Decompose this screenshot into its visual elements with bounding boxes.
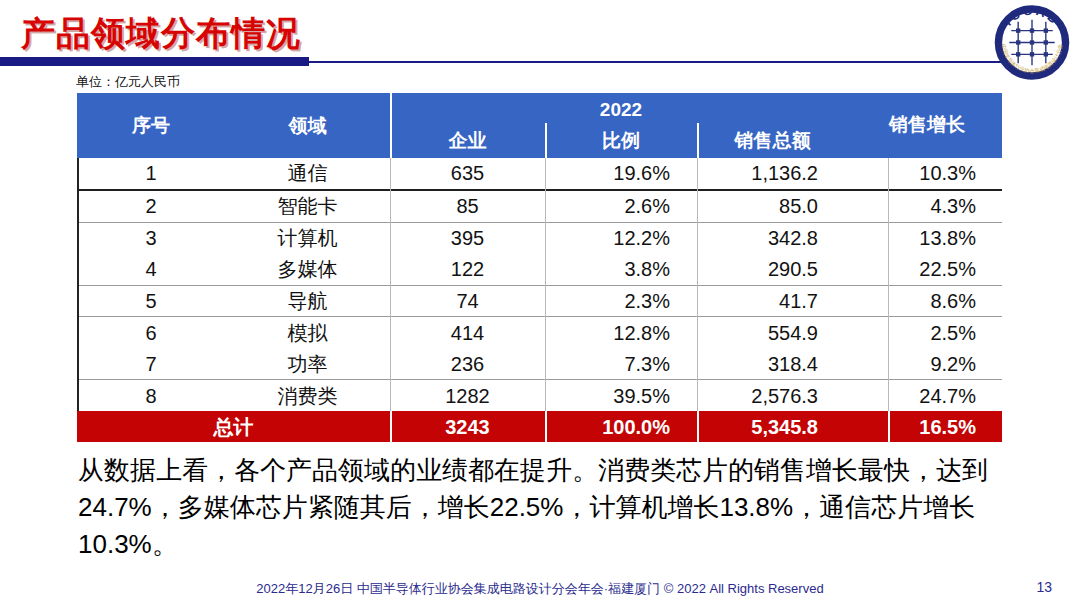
table-row: 8消费类128239.5%2,576.324.7% [77, 380, 1002, 411]
total-share: 100.0% [545, 417, 697, 437]
page-number: 13 [1036, 579, 1052, 595]
cell-growth: 10.3% [888, 163, 1002, 183]
table-left-border [77, 158, 79, 411]
cell-growth: 13.8% [888, 228, 1002, 248]
cell-domain: 模拟 [225, 323, 390, 343]
cell-sales: 318.4 [697, 354, 888, 374]
cell-companies: 236 [390, 354, 545, 374]
table-header: 序号 领域 2022 企业 比例 销售总额 销售增长 [77, 93, 1002, 158]
distribution-table: 序号 领域 2022 企业 比例 销售总额 销售增长 1通信63519.6%1,… [77, 93, 1002, 442]
table-body: 1通信63519.6%1,136.210.3%2智能卡852.6%85.04.3… [77, 158, 1002, 411]
cell-growth: 8.6% [888, 291, 1002, 311]
total-label: 总计 [77, 417, 390, 437]
cell-sales: 342.8 [697, 228, 888, 248]
header-sales: 销售总额 [697, 124, 888, 157]
cell-companies: 85 [390, 196, 545, 216]
cell-companies: 122 [390, 259, 545, 279]
cell-no: 4 [77, 259, 225, 279]
cell-no: 3 [77, 228, 225, 248]
cell-share: 12.8% [545, 323, 697, 343]
table-total-row: 总计 3243 100.0% 5,345.8 16.5% [77, 411, 1002, 442]
cell-companies: 395 [390, 228, 545, 248]
page-title: 产品领域分布情况 [21, 11, 301, 57]
summary-line: 从数据上看，各个产品领域的业绩都在提升。消费类芯片的销售增长最快，达到 [78, 452, 1018, 489]
cell-share: 19.6% [545, 163, 697, 183]
summary-line: 24.7%，多媒体芯片紧随其后，增长22.5%，计算机增长13.8%，通信芯片增… [78, 489, 1018, 526]
header-companies: 企业 [390, 124, 545, 157]
cell-share: 7.3% [545, 354, 697, 374]
column-divider [390, 158, 391, 411]
table-row: 4多媒体1223.8%290.522.5% [77, 254, 1002, 286]
cell-no: 2 [77, 196, 225, 216]
summary-text: 从数据上看，各个产品领域的业绩都在提升。消费类芯片的销售增长最快，达到 24.7… [78, 452, 1018, 563]
header-year: 2022 [545, 94, 697, 125]
header-divider [545, 123, 547, 158]
column-divider [888, 158, 889, 411]
cell-domain: 智能卡 [225, 196, 390, 216]
cell-companies: 635 [390, 163, 545, 183]
total-growth: 16.5% [888, 417, 1002, 437]
summary-line: 10.3%。 [78, 526, 1018, 563]
title-rule-thick [0, 57, 309, 66]
cell-share: 2.6% [545, 196, 697, 216]
cell-no: 6 [77, 323, 225, 343]
header-share: 比例 [545, 124, 697, 157]
total-divider [545, 411, 547, 442]
cell-no: 5 [77, 291, 225, 311]
cell-sales: 2,576.3 [697, 386, 888, 406]
cell-sales: 1,136.2 [697, 163, 888, 183]
cell-domain: 计算机 [225, 228, 390, 248]
header-domain: 领域 [225, 93, 390, 158]
total-divider [888, 411, 890, 442]
total-sales: 5,345.8 [697, 417, 888, 437]
cell-sales: 554.9 [697, 323, 888, 343]
table-row: 1通信63519.6%1,136.210.3% [77, 158, 1002, 191]
cell-sales: 41.7 [697, 291, 888, 311]
cell-share: 2.3% [545, 291, 697, 311]
cell-companies: 1282 [390, 386, 545, 406]
cell-growth: 4.3% [888, 196, 1002, 216]
total-companies: 3243 [390, 417, 545, 437]
total-divider [390, 411, 392, 442]
cell-companies: 414 [390, 323, 545, 343]
column-divider [545, 158, 546, 411]
footer-text: 2022年12月26日 中国半导体行业协会集成电路设计分会年会·福建厦门 © 2… [0, 580, 1080, 598]
table-row: 3计算机39512.2%342.813.8% [77, 223, 1002, 254]
cell-no: 1 [77, 163, 225, 183]
cell-domain: 通信 [225, 163, 390, 183]
table-row: 7功率2367.3%318.49.2% [77, 348, 1002, 380]
total-divider [697, 411, 699, 442]
header-divider [697, 123, 699, 158]
cell-sales: 290.5 [697, 259, 888, 279]
cell-domain: 功率 [225, 354, 390, 374]
iccad-logo: ICCAD ★ 中国半导体行业协会集成电路设计分会 ★ [988, 3, 1076, 80]
cell-no: 8 [77, 386, 225, 406]
cell-share: 12.2% [545, 228, 697, 248]
cell-growth: 24.7% [888, 386, 1002, 406]
header-no: 序号 [77, 93, 225, 158]
cell-growth: 9.2% [888, 354, 1002, 374]
table-row: 2智能卡852.6%85.04.3% [77, 191, 1002, 223]
table-row: 5导航742.3%41.78.6% [77, 286, 1002, 318]
unit-label: 单位：亿元人民币 [76, 73, 180, 91]
column-divider [697, 158, 698, 411]
cell-share: 39.5% [545, 386, 697, 406]
slide: 产品领域分布情况 ICCAD ★ 中国半导体行业协会集成电路设计分会 ★ 单位：… [0, 0, 1080, 607]
cell-domain: 消费类 [225, 386, 390, 406]
cell-sales: 85.0 [697, 196, 888, 216]
header-divider [390, 93, 392, 158]
header-growth: 销售增长 [888, 93, 1002, 156]
table-row: 6模拟41412.8%554.92.5% [77, 317, 1002, 348]
cell-growth: 22.5% [888, 259, 1002, 279]
cell-companies: 74 [390, 291, 545, 311]
cell-domain: 导航 [225, 291, 390, 311]
cell-share: 3.8% [545, 259, 697, 279]
cell-growth: 2.5% [888, 323, 1002, 343]
cell-domain: 多媒体 [225, 259, 390, 279]
cell-no: 7 [77, 354, 225, 374]
